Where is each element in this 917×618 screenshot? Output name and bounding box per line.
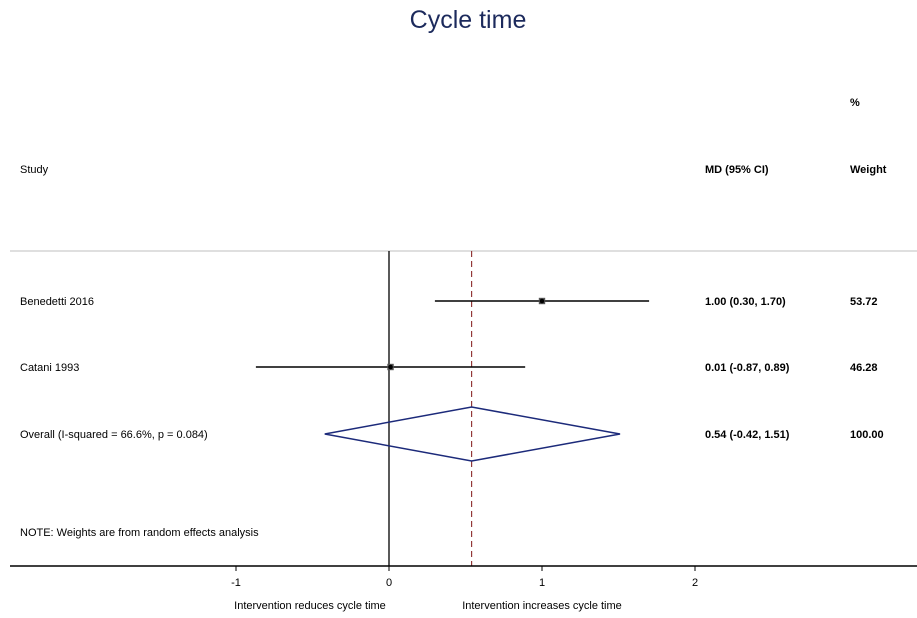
weight-header: Weight (850, 164, 887, 176)
tick-label-2: 2 (692, 577, 698, 589)
effect-header: MD (95% CI) (705, 164, 769, 176)
overall-ci: 0.54 (-0.42, 1.51) (705, 429, 790, 441)
overall-diamond (324, 406, 621, 462)
study-header: Study (20, 164, 49, 176)
study-weight-catani: 46.28 (850, 362, 878, 374)
tick-label-0: 0 (386, 577, 392, 589)
chart-title: Cycle time (410, 6, 527, 34)
study-label-benedetti: Benedetti 2016 (20, 296, 94, 308)
study-point-estimate (539, 298, 545, 304)
note-text: NOTE: Weights are from random effects an… (20, 527, 259, 539)
weight-header-percent: % (850, 97, 860, 109)
study-ci-benedetti: 1.00 (0.30, 1.70) (705, 296, 786, 308)
tick-label-1: 1 (539, 577, 545, 589)
tick-label-minus1: -1 (231, 577, 241, 589)
x-label-right: Intervention increases cycle time (462, 600, 622, 612)
overall-weight: 100.00 (850, 429, 884, 441)
study-point-estimate (388, 364, 393, 370)
x-label-left: Intervention reduces cycle time (234, 600, 386, 612)
study-weight-benedetti: 53.72 (850, 296, 878, 308)
study-ci-catani: 0.01 (-0.87, 0.89) (705, 362, 790, 374)
study-label-catani: Catani 1993 (20, 362, 79, 374)
overall-label: Overall (I-squared = 66.6%, p = 0.084) (20, 429, 208, 441)
